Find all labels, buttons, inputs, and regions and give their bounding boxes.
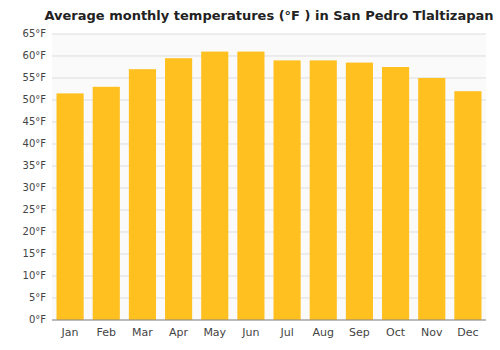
bar (237, 52, 264, 320)
bar (310, 60, 337, 320)
y-tick-label: 25°F (23, 204, 47, 215)
y-tick-label: 35°F (23, 160, 47, 171)
bar (418, 78, 445, 320)
grid-line (52, 56, 486, 57)
x-tick-label: Jun (241, 326, 259, 339)
x-tick-label: Aug (313, 326, 334, 339)
x-tick-label: Mar (132, 326, 153, 339)
y-tick-label: 60°F (23, 50, 47, 61)
x-tick-label: May (203, 326, 226, 339)
y-grid (52, 34, 486, 320)
title: Average monthly temperatures (°F ) in Sa… (44, 8, 493, 23)
x-tick-label: Feb (97, 326, 116, 339)
y-tick-label: 40°F (23, 138, 47, 149)
bars (57, 52, 482, 320)
y-tick-label: 55°F (23, 72, 47, 83)
chart-container: 0°F 5°F 10°F 15°F 20°F 25°F 30°F 35°F 40°F 45°F 50… (0, 0, 500, 350)
x-tick-label: Jul (279, 326, 293, 339)
x-tick-label: Nov (421, 326, 443, 339)
bar (201, 52, 228, 320)
y-tick-label: 20°F (23, 226, 47, 237)
x-tick-label: Apr (169, 326, 189, 339)
y-tick-label: 15°F (23, 248, 47, 259)
bar (165, 58, 192, 320)
bar (129, 69, 156, 320)
chart: 0°F 5°F 10°F 15°F 20°F 25°F 30°F 35°F 40°F 45°F 50… (0, 0, 500, 350)
bar (454, 91, 481, 320)
x-tick-label: Sep (349, 326, 370, 339)
x-axis: Jan Feb Mar Apr May Jun Jul Aug Sep Oct Nov Dec (61, 326, 479, 339)
bar (346, 63, 373, 320)
y-tick-label: 50°F (23, 94, 47, 105)
y-tick-label: 65°F (23, 28, 47, 39)
page: {"chart_data": {"type": "bar", "title": … (0, 0, 500, 350)
y-axis: 0°F 5°F 10°F 15°F 20°F 25°F 30°F 35°F 40°F 45°F 50… (23, 28, 47, 325)
x-tick-label: Jan (61, 326, 79, 339)
x-tick-label: Dec (457, 326, 478, 339)
grid-line (52, 34, 486, 35)
y-tick-label: 30°F (23, 182, 47, 193)
y-tick-label: 45°F (23, 116, 47, 127)
grid-line (52, 320, 486, 321)
x-axis-line (52, 320, 486, 321)
bar (382, 67, 409, 320)
x-tick-label: Oct (386, 326, 406, 339)
plot-area (52, 34, 486, 320)
y-tick-label: 10°F (23, 270, 47, 281)
bar (57, 93, 84, 320)
y-tick-label: 5°F (29, 292, 46, 303)
y-tick-label: 0°F (29, 314, 46, 325)
bar (274, 60, 301, 320)
bar (93, 87, 120, 320)
